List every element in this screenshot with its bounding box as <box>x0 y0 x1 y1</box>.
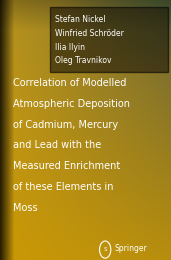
Text: Measured Enrichment: Measured Enrichment <box>13 161 120 171</box>
Text: Ilia Ilyin: Ilia Ilyin <box>55 43 85 52</box>
Text: Correlation of Modelled: Correlation of Modelled <box>13 78 126 88</box>
Text: Atmospheric Deposition: Atmospheric Deposition <box>13 99 130 109</box>
Text: S: S <box>103 247 107 252</box>
Text: Oleg Travnikov: Oleg Travnikov <box>55 56 111 66</box>
Text: Winfried Schröder: Winfried Schröder <box>55 29 124 38</box>
FancyBboxPatch shape <box>50 7 168 72</box>
Text: and Lead with the: and Lead with the <box>13 140 101 150</box>
Text: of Cadmium, Mercury: of Cadmium, Mercury <box>13 120 118 129</box>
Text: of these Elements in: of these Elements in <box>13 182 113 192</box>
Text: Moss: Moss <box>13 203 37 213</box>
Text: Stefan Nickel: Stefan Nickel <box>55 15 105 24</box>
Text: Springer: Springer <box>114 244 147 253</box>
